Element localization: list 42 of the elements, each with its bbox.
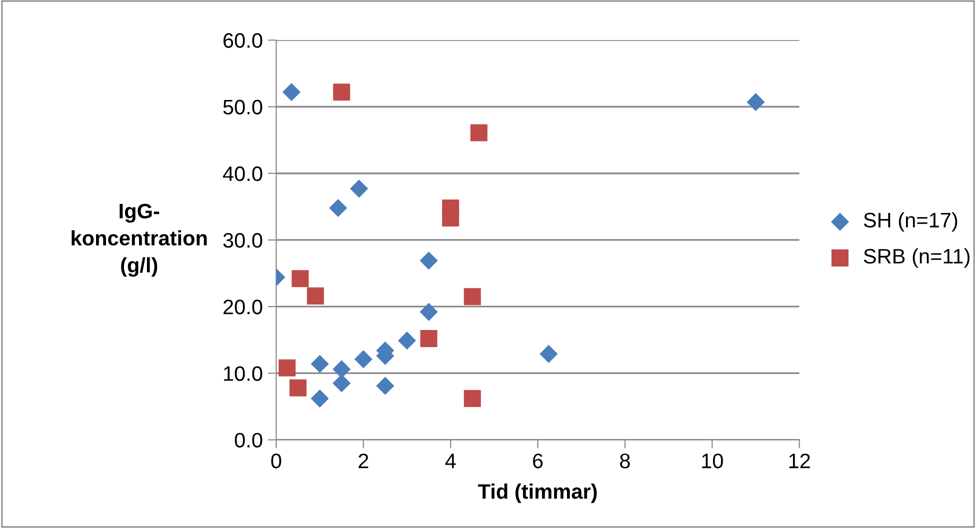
point [333,84,350,101]
point [310,354,329,373]
point [470,124,488,142]
y-tick-label: 10.0 [224,366,262,381]
y-tick-label: 50.0 [223,100,262,114]
x-axis-title: Tid (timmar) [478,484,597,503]
point [464,390,481,408]
legend-label: SH (n=17) [864,212,958,232]
point [332,360,351,378]
point [398,332,416,350]
x-tick-label: 6 [533,454,543,468]
point [464,288,481,306]
point [282,83,301,102]
y-tick-label: 40.0 [222,166,262,182]
legend-label: SRB (n=11) [864,248,970,268]
point [442,209,460,226]
point [329,198,348,218]
y-tick-label: 20.0 [224,300,262,314]
point [354,350,372,368]
point [350,180,368,198]
point [332,374,351,392]
y-tick-label: 60.0 [224,33,262,48]
x-tick-label: 4 [445,454,456,468]
x-tick-label: 8 [620,454,630,468]
x-tick-label: 0 [271,454,282,468]
point [420,252,438,270]
y-axis-title: IgG- koncentration (g/l) [72,204,207,277]
point [540,344,558,363]
point [278,359,296,376]
point [290,379,307,396]
point [420,302,438,321]
y-tick-label: 30.0 [223,232,262,248]
point [746,93,765,112]
point [292,270,309,288]
point [420,330,438,348]
y-tick-label: 0.0 [234,432,262,448]
x-tick-label: 12 [789,454,810,468]
point [376,376,394,395]
x-tick-label: 10 [702,454,723,468]
point [310,389,329,408]
x-tick-label: 2 [358,454,368,468]
point [306,287,324,304]
